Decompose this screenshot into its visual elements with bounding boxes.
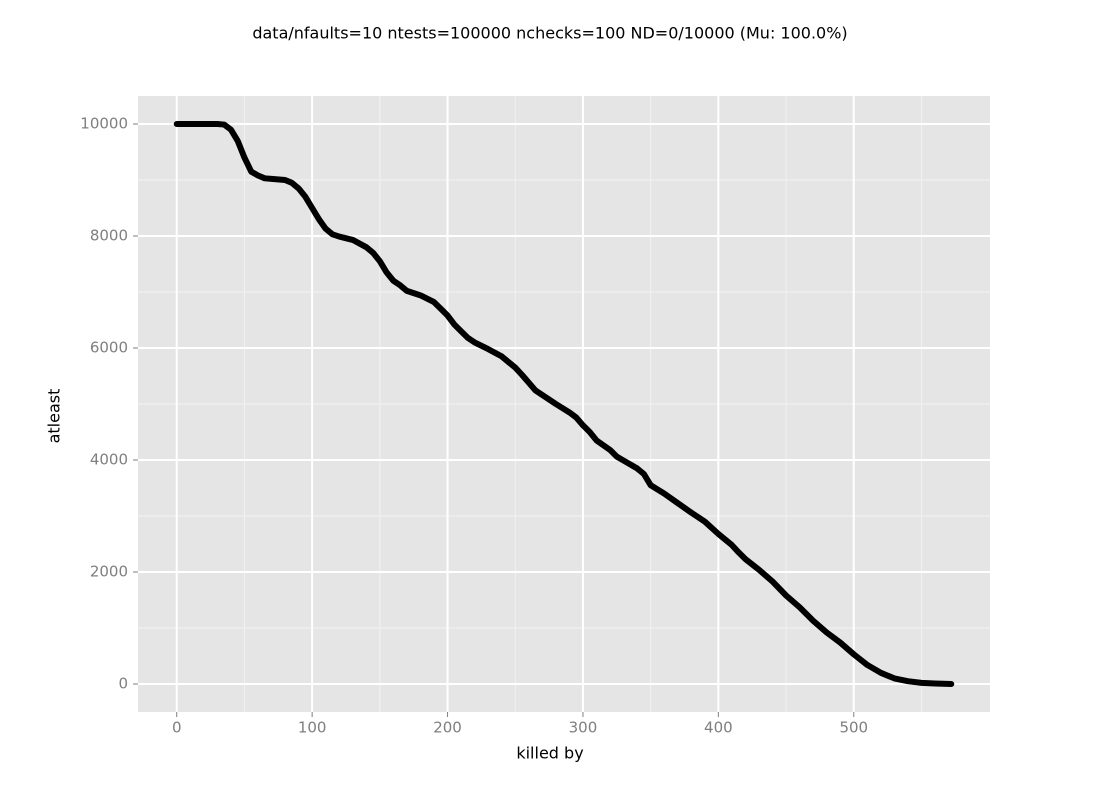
x-tick-label: 300	[569, 719, 598, 737]
y-tick-label: 2000	[90, 563, 128, 581]
x-tick-label: 200	[433, 719, 462, 737]
y-tick-label: 10000	[80, 115, 128, 133]
x-tick-label: 400	[704, 719, 733, 737]
x-tick-label: 100	[298, 719, 327, 737]
data-line	[173, 121, 955, 687]
x-tick-label: 0	[172, 719, 182, 737]
y-tick-label: 8000	[90, 227, 128, 245]
x-tick-label: 500	[839, 719, 868, 737]
chart-title: data/nfaults=10 ntests=100000 nchecks=10…	[252, 24, 847, 43]
y-tick-label: 6000	[90, 339, 128, 357]
y-tick-label: 4000	[90, 451, 128, 469]
x-axis-label: killed by	[516, 744, 583, 763]
y-axis-label: atleast	[45, 389, 64, 444]
y-tick-label: 0	[118, 675, 128, 693]
